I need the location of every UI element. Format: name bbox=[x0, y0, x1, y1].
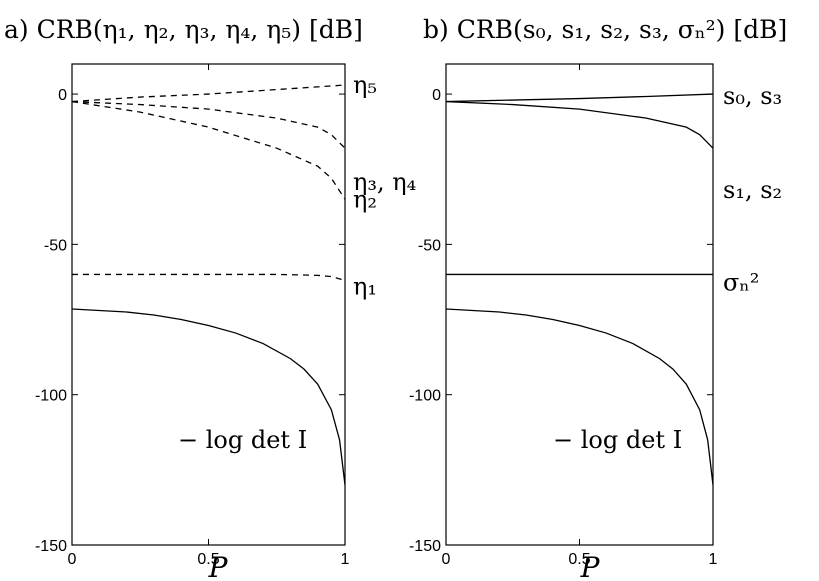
panel-a-series-line bbox=[71, 100, 346, 200]
panel-a-series-annotation: η₅ bbox=[353, 71, 377, 99]
panel-a-series-line bbox=[71, 308, 346, 485]
panel-b-xtick-label: 0 bbox=[442, 551, 451, 568]
panel-b-series-annotation: − log det I bbox=[553, 426, 682, 454]
panel-a-ytick-label: -150 bbox=[35, 538, 67, 555]
panel-b-ytick-label: -50 bbox=[418, 237, 441, 254]
panel-b-series-annotation: σₙ² bbox=[723, 268, 759, 296]
panel-a-xlabel: P bbox=[208, 551, 229, 581]
panel-a-xtick-label: 0 bbox=[68, 551, 77, 568]
panel-a-series-annotation: η₂ bbox=[353, 185, 377, 213]
panel-b-xlabel: P bbox=[580, 551, 601, 581]
panel-a-axes-frame bbox=[71, 63, 346, 546]
panel-b-title: b) CRB(s₀, s₁, s₂, s₃, σₙ²) [dB] bbox=[423, 15, 787, 44]
panel-a-series-line bbox=[71, 84, 346, 103]
panel-b-series-line bbox=[445, 308, 714, 485]
panel-a-xtick-label: 1 bbox=[341, 551, 350, 568]
panel-b-ytick-label: -100 bbox=[409, 388, 441, 405]
panel-a-series-annotation: η₁ bbox=[353, 272, 377, 300]
panel-a-ytick-label: -50 bbox=[44, 237, 67, 254]
panel-b-series-line bbox=[445, 100, 714, 149]
panel-b-ytick-label: 0 bbox=[432, 87, 441, 104]
panel-a-ytick-label: 0 bbox=[58, 87, 67, 104]
panel-a-series-annotation: − log det I bbox=[178, 426, 307, 454]
panel-a-series-annotation: η₃, η₄ bbox=[353, 168, 416, 196]
panel-b-series-annotation: s₁, s₂ bbox=[723, 176, 782, 204]
panel-b-axes-frame bbox=[445, 63, 714, 546]
panel-a-series-line bbox=[72, 273, 346, 282]
panel-b-ytick-label: -150 bbox=[409, 538, 441, 555]
panel-b-xtick-label: 0.5 bbox=[568, 551, 590, 568]
panel-b-xtick-label: 1 bbox=[709, 551, 718, 568]
panel-b-series-annotation: s₀, s₃ bbox=[723, 82, 782, 110]
panel-a-xtick-label: 0.5 bbox=[197, 551, 219, 568]
panel-a-series-line bbox=[71, 100, 346, 149]
panel-b-series-line bbox=[445, 93, 714, 103]
panel-a-ytick-label: -100 bbox=[35, 388, 67, 405]
panel-a-title: a) CRB(η₁, η₂, η₃, η₄, η₅) [dB] bbox=[4, 15, 363, 44]
